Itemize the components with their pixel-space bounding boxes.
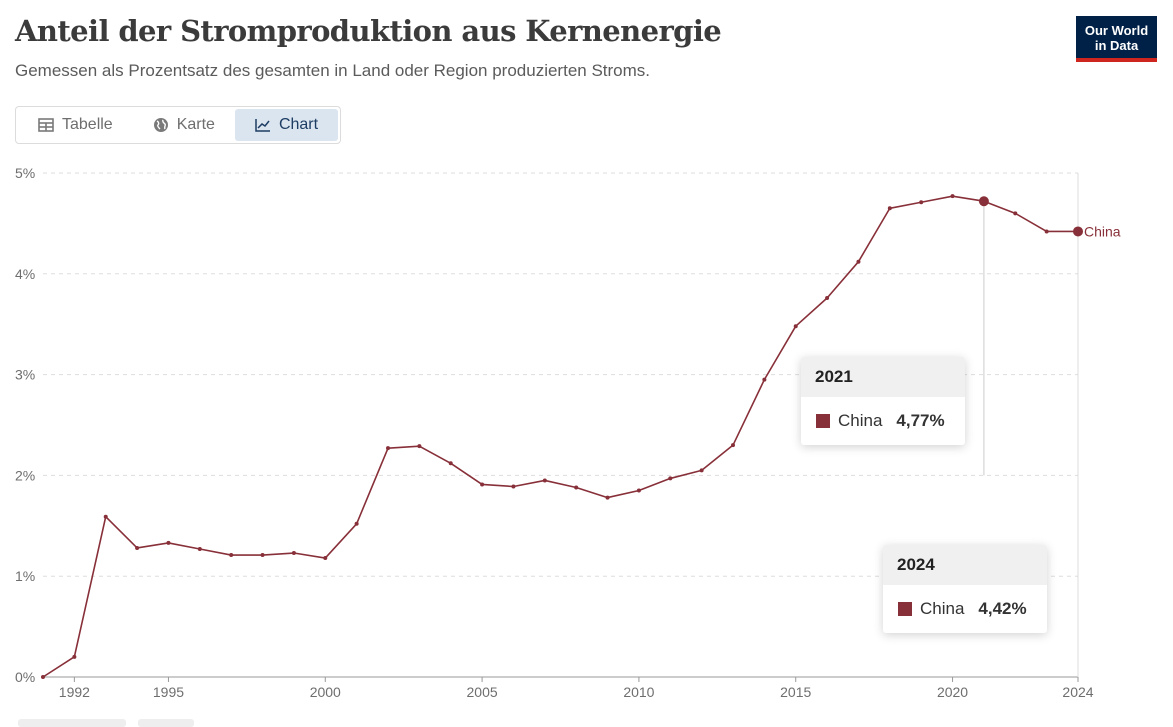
chart-title: Anteil der Stromproduktion aus Kernenerg…	[15, 14, 722, 48]
data-point	[41, 675, 45, 679]
tooltip-2024: 2024 China 4,42%	[883, 545, 1047, 633]
data-point	[354, 521, 359, 526]
chart-subtitle: Gemessen als Prozentsatz des gesamten in…	[15, 61, 651, 80]
data-point	[731, 443, 735, 448]
data-point	[135, 545, 140, 550]
data-point	[950, 194, 955, 199]
tooltip-series: China	[838, 411, 883, 430]
data-point	[978, 196, 989, 207]
footer-control[interactable]	[138, 719, 194, 727]
data-point	[72, 654, 77, 659]
y-tick-label: 0%	[15, 669, 35, 685]
data-point	[887, 206, 892, 211]
data-point	[197, 546, 202, 551]
view-tabs: Tabelle Karte Chart	[15, 106, 342, 144]
y-tick-label: 5%	[15, 165, 35, 181]
line-chart-icon	[255, 118, 271, 132]
logo-line-2: in Data	[1094, 38, 1139, 53]
x-tick-label: 2024	[1062, 684, 1093, 700]
line-chart[interactable]: 0% 1% 2% 3% 4% 5% 1992 1995 2000 2005 2010 2015 2020…	[0, 150, 1173, 710]
x-tick-label: 2005	[467, 684, 498, 700]
data-point	[636, 488, 641, 493]
data-point	[448, 461, 453, 466]
x-tick-label: 2010	[623, 684, 654, 700]
data-point	[919, 200, 924, 205]
data-point	[386, 446, 390, 451]
data-point	[260, 553, 265, 558]
tab-table[interactable]: Tabelle	[18, 109, 133, 141]
owid-logo[interactable]: Our World in Data	[1076, 16, 1157, 62]
tooltip-value: 4,77%	[896, 411, 945, 430]
data-point	[605, 495, 610, 500]
x-tick-label: 2000	[310, 684, 341, 700]
y-tick-label: 1%	[15, 568, 35, 584]
data-point	[762, 377, 767, 382]
data-point	[825, 295, 830, 300]
data-point	[574, 485, 579, 490]
y-tick-label: 4%	[15, 266, 35, 282]
data-point	[1073, 226, 1083, 237]
x-tick-label: 1992	[59, 684, 90, 700]
tab-chart[interactable]: Chart	[234, 109, 339, 141]
table-icon	[38, 118, 54, 132]
data-point	[1013, 211, 1018, 216]
tab-chart-label: Chart	[278, 116, 319, 133]
x-tick-label: 1995	[153, 684, 184, 700]
data-point	[542, 478, 547, 483]
series-label-china: China	[1084, 223, 1121, 239]
series-line-china	[42, 195, 1078, 678]
x-tick-label: 2015	[780, 684, 811, 700]
tab-map-label: Karte	[176, 116, 215, 133]
data-point	[166, 540, 171, 545]
logo-line-1: Our World	[1084, 23, 1149, 38]
data-point	[417, 444, 422, 449]
data-point	[291, 551, 296, 556]
data-point	[103, 514, 108, 519]
tooltip-series: China	[920, 599, 965, 618]
footer-control[interactable]	[18, 719, 126, 727]
data-point	[511, 484, 516, 489]
data-point	[699, 468, 704, 473]
globe-icon	[153, 117, 169, 133]
tooltip-year: 2024	[883, 545, 1047, 585]
data-point	[793, 324, 798, 329]
data-point	[1044, 229, 1049, 234]
y-tick-label: 3%	[15, 367, 35, 383]
x-tick-label: 2020	[937, 684, 968, 700]
tooltip-year: 2021	[801, 357, 965, 397]
data-point	[668, 476, 673, 481]
series-swatch	[898, 602, 912, 616]
data-point	[323, 556, 328, 561]
tab-table-label: Tabelle	[62, 116, 113, 133]
data-point	[856, 259, 861, 264]
data-point	[229, 553, 234, 558]
tab-map[interactable]: Karte	[133, 109, 235, 141]
tooltip-2021: 2021 China 4,77%	[801, 357, 965, 445]
tooltip-value: 4,42%	[978, 599, 1027, 618]
series-swatch	[816, 414, 830, 428]
data-point	[480, 482, 485, 487]
y-tick-label: 2%	[15, 467, 35, 483]
